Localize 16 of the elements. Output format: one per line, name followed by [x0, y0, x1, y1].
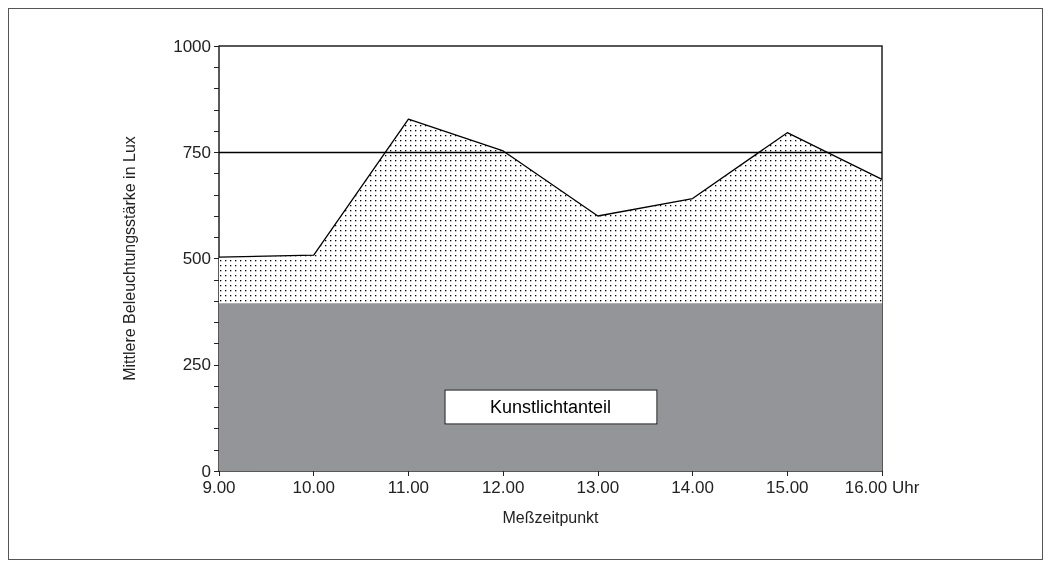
y-tick-label: 500: [182, 249, 211, 268]
y-tick-label: 750: [182, 142, 211, 162]
x-tick-label: 12.00: [481, 478, 525, 497]
y-tick-label: 1000: [173, 36, 211, 56]
x-tick-label: 11.00: [387, 478, 430, 497]
y-tick-label: 250: [182, 355, 211, 375]
y-tick-label: 0: [201, 461, 211, 481]
x-tick-label: 9.00: [202, 478, 236, 497]
x-tick-label: 10.00: [292, 478, 335, 497]
y-axis-title: Mittlere Beleuchtungsstärke in Lux: [120, 136, 138, 381]
x-tick-label: 14.00: [671, 478, 714, 497]
x-axis-title: Meßzeitpunkt: [502, 508, 600, 526]
x-tick-label: 16.00 Uhr: [844, 478, 920, 497]
label-box: Kunstlichtanteil: [443, 389, 658, 425]
x-tick-label: 15.00: [766, 478, 809, 497]
x-tick-label: 13.00: [576, 478, 620, 497]
